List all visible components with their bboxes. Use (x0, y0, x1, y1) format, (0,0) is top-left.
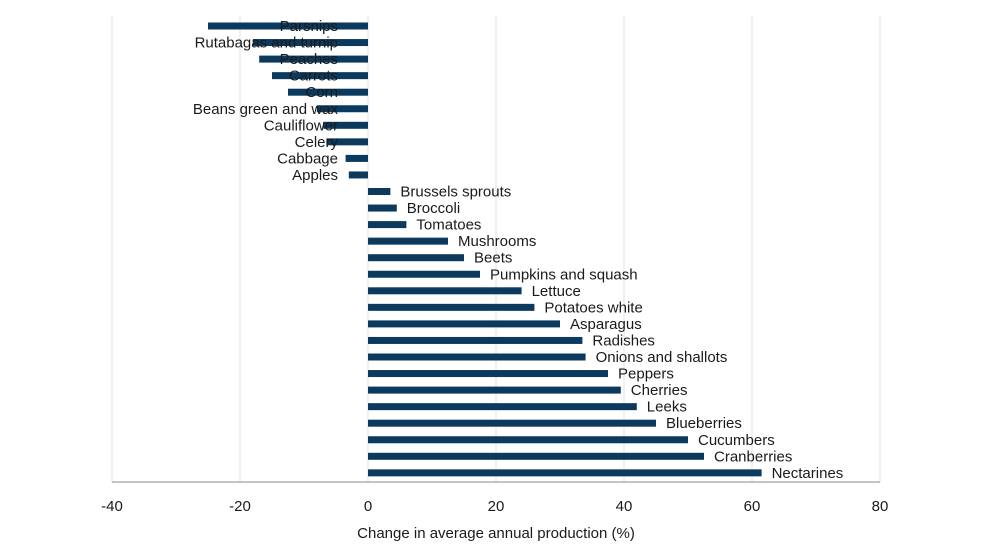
category-label: Mushrooms (458, 233, 536, 250)
bar (368, 287, 522, 295)
x-tick-label: 20 (488, 498, 505, 515)
bar (208, 22, 368, 30)
category-label: Potatoes white (544, 299, 642, 316)
category-label: Lettuce (532, 283, 581, 300)
bar (288, 88, 368, 96)
bar (368, 353, 586, 361)
category-label: Beans green and wax (193, 101, 339, 118)
category-label: Carrots (289, 68, 338, 85)
category-label: Leeks (647, 399, 687, 416)
category-label: Onions and shallots (596, 349, 728, 366)
bar (252, 39, 368, 47)
category-label: Beets (474, 250, 512, 267)
bars (208, 22, 762, 477)
x-tick-label: 60 (744, 498, 761, 515)
bar (368, 336, 583, 344)
bar (368, 370, 608, 378)
bar (368, 419, 656, 427)
x-axis-title: Change in average annual production (%) (357, 525, 635, 542)
category-label: Blueberries (666, 415, 742, 432)
category-label: Asparagus (570, 316, 642, 333)
bar (368, 270, 480, 278)
x-tick-label: 40 (616, 498, 633, 515)
bar (368, 386, 621, 394)
category-label: Parsnips (280, 18, 338, 35)
category-label: Cranberries (714, 448, 792, 465)
bar (368, 403, 637, 411)
category-label: Celery (295, 134, 339, 151)
bar (326, 138, 368, 146)
bar (323, 121, 368, 129)
bar (345, 154, 368, 162)
category-label: Nectarines (772, 465, 844, 482)
bar (368, 237, 448, 245)
bar (259, 55, 368, 63)
bar (272, 72, 368, 80)
category-label: Rutabagas and turnip (195, 35, 338, 52)
category-label: Apples (292, 167, 338, 184)
bar (368, 469, 762, 477)
x-tick-label: -20 (229, 498, 251, 515)
category-label: Pumpkins and squash (490, 266, 638, 283)
category-label: Peppers (618, 366, 674, 383)
category-label: Cherries (631, 382, 688, 399)
x-tick-label: 0 (364, 498, 372, 515)
category-label: Cucumbers (698, 432, 775, 449)
bar (368, 188, 391, 195)
category-label: Broccoli (407, 200, 460, 217)
category-label: Radishes (592, 332, 655, 349)
x-tick-label: 80 (872, 498, 889, 515)
category-label: Brussels sprouts (400, 184, 511, 201)
bar (368, 254, 464, 262)
category-label: Cabbage (277, 150, 338, 167)
bar (368, 204, 397, 212)
bar (368, 436, 688, 444)
bar (368, 452, 704, 460)
category-label: Tomatoes (416, 217, 481, 234)
bar (316, 105, 368, 113)
bar (368, 320, 560, 328)
bar (368, 303, 535, 311)
category-label: Cauliflower (264, 117, 338, 134)
category-label: Peaches (280, 51, 338, 68)
category-label: Corn (305, 84, 338, 101)
bar (368, 221, 407, 229)
bar (348, 171, 368, 179)
x-tick-label: -40 (101, 498, 123, 515)
x-tick-labels: -40 -20 0 20 40 60 80 (101, 498, 888, 515)
